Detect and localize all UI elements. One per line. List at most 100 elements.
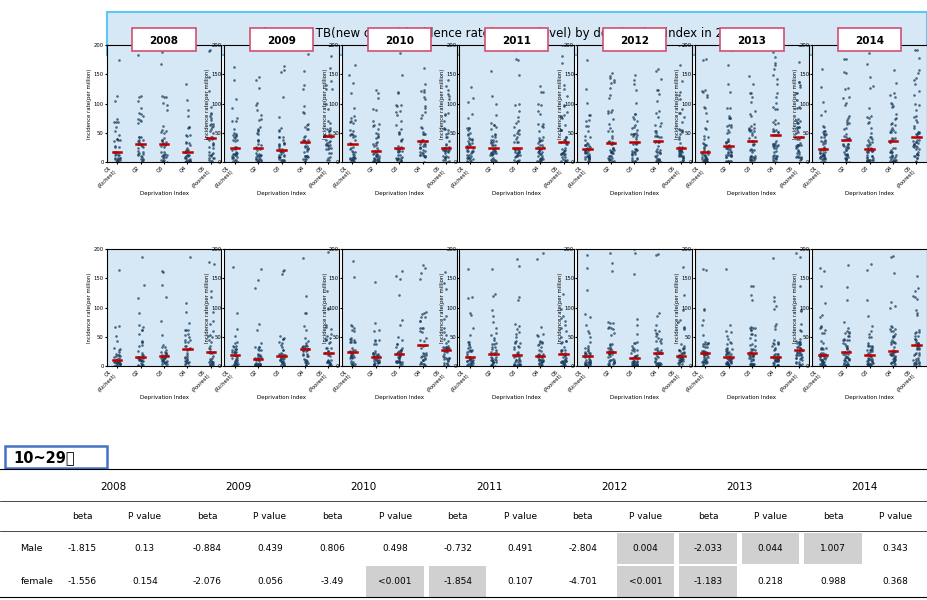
Point xyxy=(582,151,597,160)
Point xyxy=(319,343,334,353)
Point xyxy=(488,361,502,371)
Point xyxy=(229,116,244,126)
Text: beta: beta xyxy=(197,512,218,521)
Point xyxy=(300,143,315,153)
Point xyxy=(485,342,500,352)
Point xyxy=(885,346,900,355)
Point xyxy=(441,343,456,352)
Point xyxy=(558,156,573,166)
Point xyxy=(747,145,762,154)
Point xyxy=(768,151,783,161)
Point xyxy=(273,355,287,365)
Point xyxy=(394,346,409,355)
Point xyxy=(558,139,573,149)
Point xyxy=(509,332,524,341)
Point xyxy=(769,356,784,365)
Point xyxy=(510,148,525,158)
Point xyxy=(746,359,761,369)
Point xyxy=(275,334,290,344)
Point xyxy=(859,296,874,305)
Point xyxy=(485,91,500,101)
Point xyxy=(441,341,456,351)
Point xyxy=(438,338,453,347)
Point xyxy=(911,344,926,353)
Point xyxy=(159,359,174,369)
Point xyxy=(859,156,874,166)
Point xyxy=(815,355,830,364)
Point xyxy=(557,359,572,369)
Point xyxy=(369,150,384,160)
Point xyxy=(817,142,832,152)
Point xyxy=(860,155,875,165)
Point xyxy=(135,336,150,346)
Point xyxy=(533,351,548,361)
Point xyxy=(841,359,856,368)
Point xyxy=(300,146,315,156)
Point xyxy=(156,268,171,277)
Point xyxy=(557,146,572,155)
Point xyxy=(322,360,337,370)
Point xyxy=(883,324,898,334)
Point xyxy=(300,144,315,154)
Point xyxy=(863,132,878,142)
Point xyxy=(865,81,880,91)
Point xyxy=(629,146,643,155)
Point xyxy=(136,360,151,370)
Point xyxy=(601,349,616,358)
Point xyxy=(859,350,874,359)
Point xyxy=(534,155,549,165)
Point xyxy=(417,94,432,104)
Point xyxy=(253,122,268,131)
Point xyxy=(344,320,359,330)
Point xyxy=(366,156,381,166)
Point xyxy=(535,337,550,347)
Point xyxy=(675,343,690,353)
Point xyxy=(628,120,642,130)
Point xyxy=(628,144,642,154)
Text: -1.854: -1.854 xyxy=(443,577,472,586)
Point xyxy=(792,349,806,358)
Point xyxy=(179,152,194,161)
Point xyxy=(438,110,452,119)
Point xyxy=(653,148,667,158)
Point xyxy=(390,151,405,160)
Point xyxy=(816,344,831,353)
Point xyxy=(554,358,569,367)
Point xyxy=(179,356,194,366)
Point xyxy=(719,331,734,341)
Point xyxy=(842,328,857,338)
Point xyxy=(765,47,780,56)
FancyBboxPatch shape xyxy=(838,28,901,51)
Point xyxy=(699,140,714,150)
Point xyxy=(864,344,879,353)
Point xyxy=(743,126,757,136)
Point xyxy=(673,351,688,361)
Point xyxy=(888,354,903,364)
Point xyxy=(229,131,244,140)
Point xyxy=(770,353,785,363)
Point xyxy=(248,360,262,370)
Point xyxy=(603,343,617,352)
Point xyxy=(812,354,827,364)
Point xyxy=(838,54,853,64)
Point xyxy=(888,152,903,162)
Point xyxy=(394,357,409,367)
Point xyxy=(512,359,527,369)
Point xyxy=(132,92,146,101)
Point xyxy=(649,331,664,341)
Point xyxy=(723,327,738,337)
Point xyxy=(675,354,690,364)
Point xyxy=(367,154,382,163)
Point xyxy=(674,152,689,161)
Point xyxy=(182,122,197,132)
Point xyxy=(908,328,923,337)
Point xyxy=(676,155,691,165)
Point xyxy=(225,151,240,161)
Point xyxy=(861,338,876,348)
Point xyxy=(860,146,875,155)
Point xyxy=(694,346,709,355)
Text: <0.001: <0.001 xyxy=(629,577,662,586)
Point xyxy=(864,155,879,165)
Point xyxy=(841,323,856,333)
Point xyxy=(250,136,265,145)
